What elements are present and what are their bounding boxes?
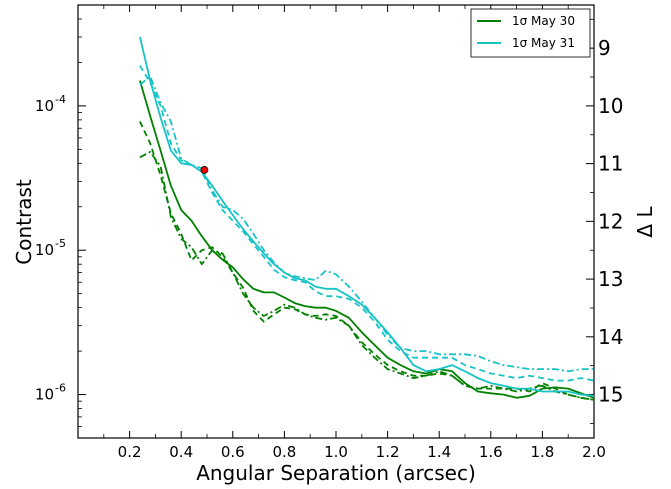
legend-label-may30: 1σ May 30 <box>512 14 575 28</box>
x-axis-title: Angular Separation (arcsec) <box>196 461 476 485</box>
y2-tick-label: 11 <box>598 152 623 176</box>
y2-tick-label: 12 <box>598 209 623 233</box>
y2-tick-label: 9 <box>598 36 611 60</box>
y2-tick-label: 10 <box>598 94 623 118</box>
y-tick-label: 10 <box>35 386 54 404</box>
plot-frame <box>77 4 595 439</box>
series-line-1-dashed <box>139 121 595 401</box>
y2-tick-label: 15 <box>598 383 623 407</box>
x-tick-label: 1.8 <box>530 443 554 461</box>
series-line-3-solid <box>139 36 595 397</box>
series-line-0-solid <box>139 80 595 399</box>
y-tick-label: 10 <box>35 97 54 115</box>
y-tick-label: 10 <box>35 241 54 259</box>
y-axis-title: Contrast <box>12 179 36 265</box>
marker-layer <box>200 166 209 174</box>
series-line-5-dashdot <box>139 75 594 373</box>
companion-marker <box>200 166 209 174</box>
series-line-2-dashdot <box>139 150 595 401</box>
x-tick-label: 0.8 <box>272 443 296 461</box>
y-tick-exponent: -6 <box>55 382 66 395</box>
axis-ticks: 0.2 0.4 0.6 0.8 1.0 1.2 1.4 1.6 1.8 2.010-410-510… <box>35 4 623 461</box>
series-lines <box>139 36 595 401</box>
legend-box <box>470 8 591 58</box>
x-tick-label: 2.0 <box>582 443 606 461</box>
x-tick-label: 0.6 <box>221 443 245 461</box>
y2-tick-label: 13 <box>598 267 623 291</box>
x-tick-label: 0.2 <box>118 443 142 461</box>
x-tick-label: 1.6 <box>479 443 503 461</box>
y-tick-exponent: -4 <box>55 93 66 106</box>
y2-tick-label: 14 <box>598 325 623 349</box>
legend-label-may31: 1σ May 31 <box>512 36 575 50</box>
y-tick-exponent: -5 <box>55 237 66 250</box>
y2-axis-title: Δ L <box>633 206 657 238</box>
series-line-4-dashed <box>139 65 595 382</box>
x-tick-label: 1.0 <box>324 443 348 461</box>
legend: 1σ May 30 1σ May 31 <box>470 8 591 58</box>
x-tick-label: 0.4 <box>169 443 193 461</box>
x-tick-label: 1.4 <box>427 443 451 461</box>
x-tick-label: 1.2 <box>376 443 400 461</box>
